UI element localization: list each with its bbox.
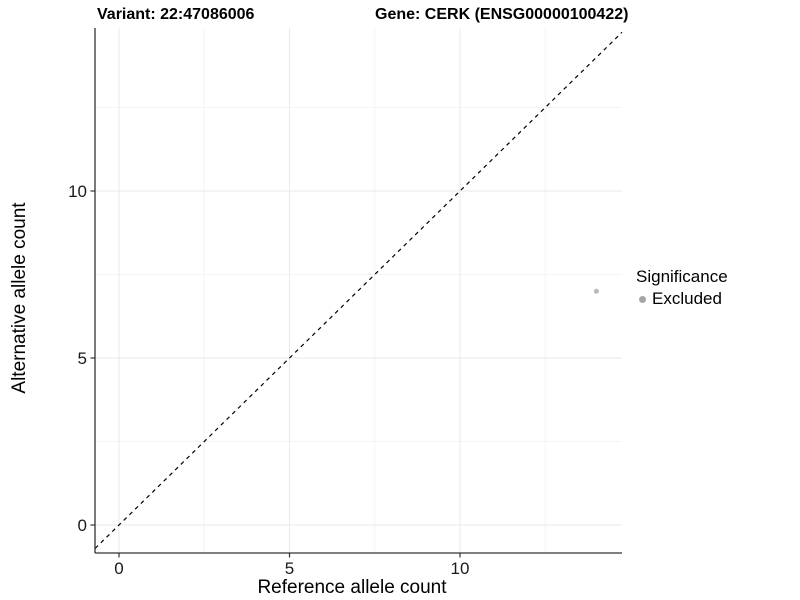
x-tick-label: 0 bbox=[114, 559, 123, 578]
legend-key-dot-icon bbox=[639, 295, 646, 303]
y-tick-label: 0 bbox=[78, 516, 87, 535]
data-point bbox=[593, 288, 599, 294]
y-axis-title: Alternative allele count bbox=[9, 202, 30, 394]
y-tick-label: 5 bbox=[78, 349, 87, 368]
x-tick-label: 10 bbox=[451, 559, 470, 578]
legend: Significance Excluded bbox=[636, 267, 728, 309]
y-tick-label: 10 bbox=[68, 182, 87, 201]
legend-item-label: Excluded bbox=[652, 289, 722, 308]
x-axis-title: Reference allele count bbox=[257, 577, 447, 598]
identity-dashed-line bbox=[94, 31, 623, 549]
legend-title: Significance bbox=[636, 267, 728, 286]
x-tick-label: 5 bbox=[285, 559, 294, 578]
legend-item-excluded: Excluded bbox=[636, 289, 728, 309]
gene-title: Gene: CERK (ENSG00000100422) bbox=[375, 6, 629, 23]
variant-title: Variant: 22:47086006 bbox=[97, 6, 255, 23]
